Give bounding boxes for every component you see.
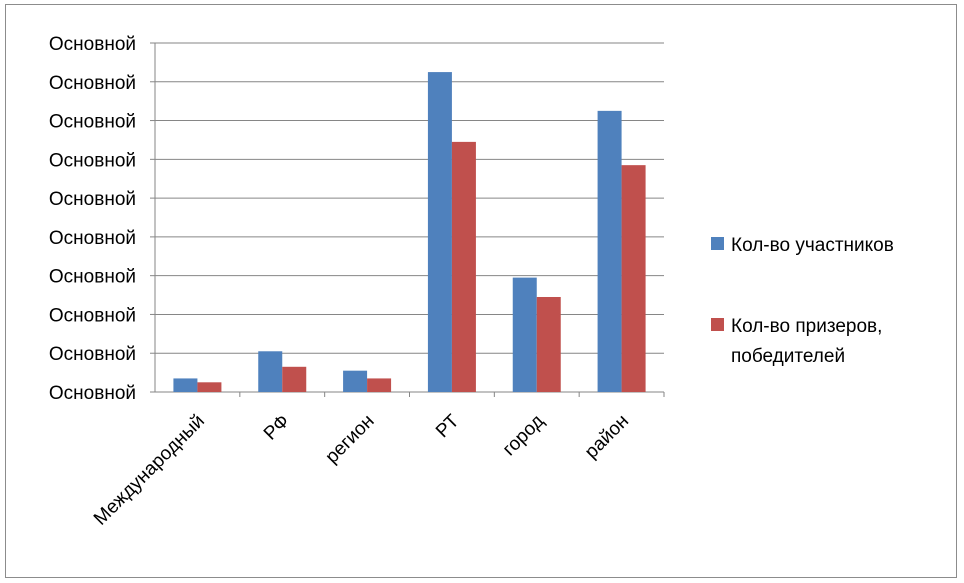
bars — [173, 72, 646, 392]
x-tick-label: район — [581, 411, 633, 463]
y-tick-label: Основной — [49, 383, 136, 404]
x-tick-label: регион — [322, 411, 379, 468]
chart-frame — [5, 4, 957, 578]
y-tick-label: Основной — [49, 228, 136, 249]
y-tick-label: Основной — [49, 344, 136, 365]
bar-series-2 — [367, 378, 392, 392]
y-tick-label: Основной — [49, 112, 136, 133]
bar-series-1 — [343, 370, 368, 392]
axes — [150, 42, 665, 397]
y-tick-label: Основной — [49, 73, 136, 94]
y-tick-label: Основной — [49, 189, 136, 210]
bar-series-2 — [197, 382, 222, 392]
legend-swatch-series-2 — [711, 318, 724, 331]
legend-label-series-2-line-1: Кол-во призеров, — [731, 316, 882, 337]
bar-series-1 — [173, 378, 198, 392]
x-tick-label: РФ — [260, 411, 294, 445]
bar-series-2 — [451, 141, 476, 392]
bar-series-1 — [258, 351, 283, 392]
y-tick-labels: Основной Основной Основной Основной Основной… — [49, 34, 136, 404]
bar-series-1 — [427, 72, 452, 392]
bar-series-1 — [597, 110, 622, 392]
y-tick-label: Основной — [49, 267, 136, 288]
bar-series-2 — [282, 366, 307, 392]
y-tick-label: Основной — [49, 305, 136, 326]
legend-label-series-2-line-2: победителей — [731, 346, 845, 367]
x-tick-labels: Международный РФ регион РТ город район — [90, 410, 633, 529]
legend-swatch-series-1 — [711, 237, 724, 250]
x-tick-label: РТ — [432, 410, 464, 442]
gridlines — [155, 42, 664, 354]
legend: Кол-во участников Кол-во призеров, побед… — [711, 235, 894, 367]
bar-series-2 — [621, 165, 646, 392]
y-tick-label: Основной — [49, 34, 136, 55]
x-tick-label: Международный — [90, 411, 209, 530]
x-tick-label: город — [499, 411, 548, 460]
bar-series-1 — [512, 277, 537, 392]
legend-label-series-1: Кол-во участников — [731, 235, 894, 256]
y-tick-label: Основной — [49, 150, 136, 171]
bar-series-2 — [536, 296, 561, 392]
